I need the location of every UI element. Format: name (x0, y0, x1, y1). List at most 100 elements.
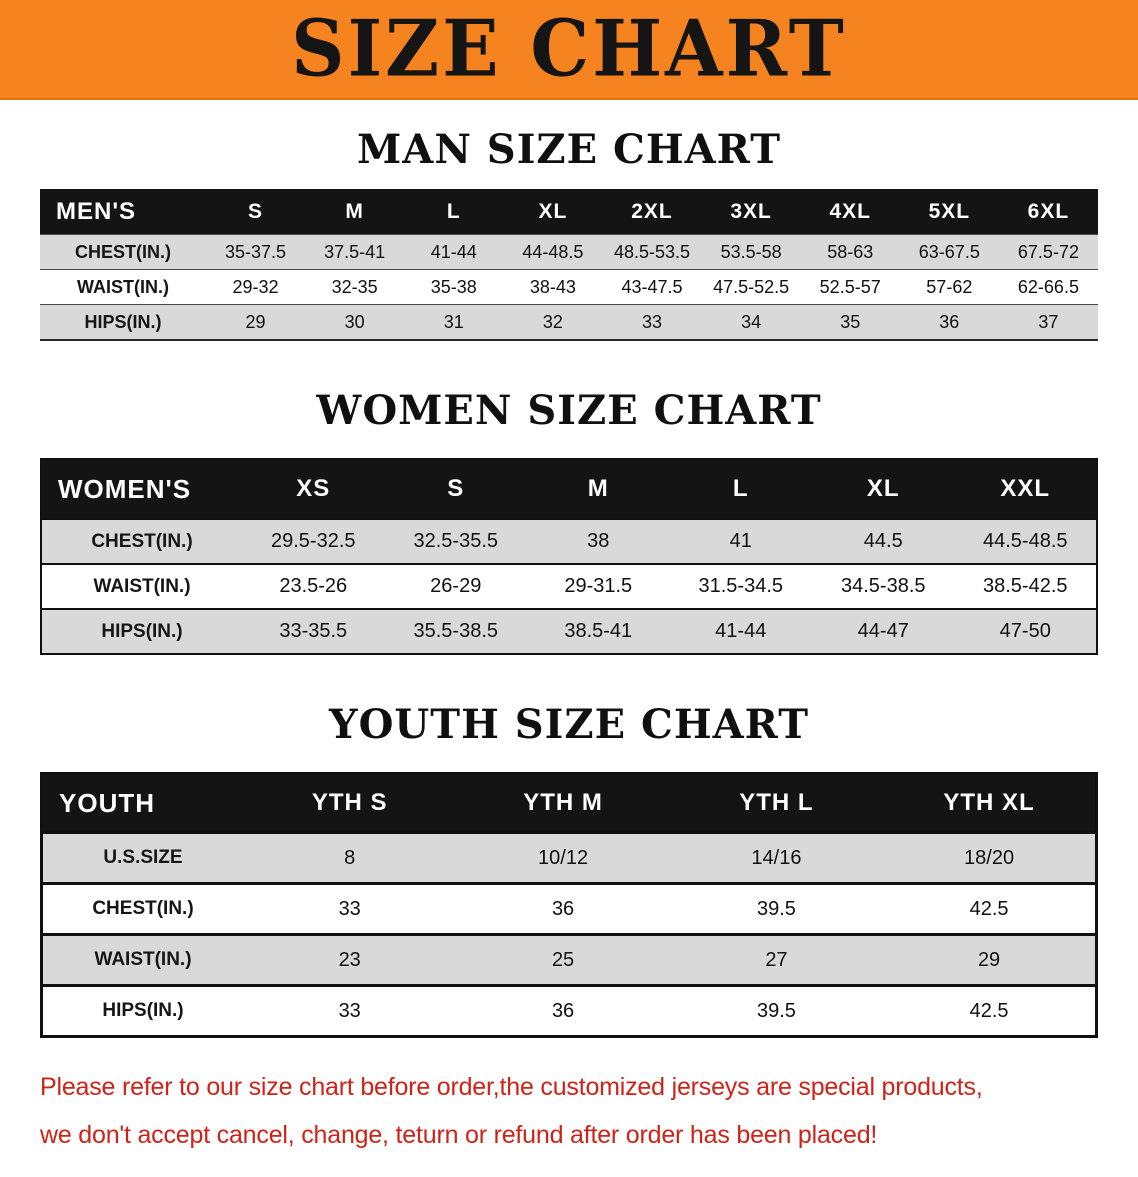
youth-size-table: YOUTH YTH S YTH M YTH L YTH XL U.S.SIZE 8 10/12… (40, 772, 1098, 1038)
size-value-cell: 36 (551, 897, 575, 920)
size-value-cell: 63-67.5 (918, 241, 980, 262)
size-column-header: YTH XL (883, 773, 1097, 833)
size-value-cell: 33 (338, 999, 361, 1022)
size-value-cell: 23 (338, 948, 361, 971)
measurement-row-label: WAIST(IN.) (93, 575, 191, 597)
size-column-header: L (669, 459, 812, 519)
size-value-cell: 57-62 (926, 276, 973, 297)
women-size-table: WOMEN'S XS S M L XL XXL CHEST(IN.) 29.5-32.5 32.5… (40, 458, 1098, 655)
size-value-cell: 33-35.5 (279, 620, 348, 642)
youth-section-heading: YOUTH SIZE CHART (329, 701, 809, 748)
size-column-header: S (384, 459, 527, 519)
measurement-row-label: WAIST(IN.) (94, 949, 192, 970)
size-column-header: YTH M (456, 773, 670, 833)
size-column-header: 6XL (998, 189, 1098, 235)
measurement-row-label: CHEST(IN.) (75, 241, 171, 262)
size-value-cell: 43-47.5 (621, 276, 683, 297)
size-value-cell: 29 (977, 948, 1001, 971)
size-value-cell: 23.5-26 (279, 575, 348, 597)
size-value-cell: 41 (729, 530, 752, 552)
size-value-cell: 35-38 (430, 276, 477, 297)
size-value-cell: 32 (542, 311, 563, 332)
size-value-cell: 36 (939, 311, 960, 332)
table-group-label: MEN'S (40, 189, 206, 235)
size-value-cell: 67.5-72 (1017, 241, 1079, 262)
size-value-cell: 26-29 (430, 575, 482, 597)
measurement-row-label: HIPS(IN.) (102, 1000, 184, 1021)
size-value-cell: 62-66.5 (1017, 276, 1079, 297)
banner-title: SIZE CHART (291, 3, 847, 95)
table-row: HIPS(IN.) 33-35.5 35.5-38.5 38.5-41 41-44 44-… (41, 609, 1097, 654)
table-header-row: YOUTH YTH S YTH M YTH L YTH XL (41, 773, 1097, 833)
measurement-row-label: HIPS(IN.) (101, 620, 183, 642)
size-value-cell: 25 (551, 948, 575, 971)
size-value-cell: 48.5-53.5 (613, 241, 691, 262)
size-column-header: 5XL (899, 189, 999, 235)
table-row: WAIST(IN.) 23.5-26 26-29 29-31.5 31.5-34.5 34… (41, 564, 1097, 609)
size-value-cell: 10/12 (538, 846, 589, 869)
size-value-cell: 39.5 (756, 897, 796, 920)
size-value-cell: 29.5-32.5 (270, 530, 356, 552)
size-value-cell: 14/16 (751, 846, 802, 869)
size-column-header: 3XL (701, 189, 801, 235)
size-value-cell: 42.5 (969, 897, 1009, 920)
table-row: HIPS(IN.) 33 36 39.5 42.5 (41, 985, 1097, 1037)
size-value-cell: 38-43 (529, 276, 576, 297)
size-value-cell: 44-48.5 (522, 241, 584, 262)
table-header-row: MEN'S S M L XL 2XL 3XL 4XL 5XL 6XL (40, 189, 1098, 235)
measurement-row-label: CHEST(IN.) (92, 898, 194, 919)
size-value-cell: 31.5-34.5 (698, 575, 783, 597)
men-size-table: MEN'S S M L XL 2XL 3XL 4XL 5XL 6XL CHEST(IN.) 35-37… (40, 189, 1098, 341)
table-row: CHEST(IN.) 29.5-32.5 32.5-35.5 38 41 44.5 44.5… (41, 519, 1097, 564)
size-column-header: YTH L (669, 773, 884, 833)
size-column-header: S (206, 189, 306, 235)
size-value-cell: 38 (587, 530, 610, 552)
size-value-cell: 29 (245, 311, 266, 332)
size-column-header: 4XL (800, 189, 900, 235)
table-row: CHEST(IN.) 33 36 39.5 42.5 (41, 883, 1097, 935)
size-value-cell: 58-63 (827, 241, 874, 262)
size-value-cell: 38.5-42.5 (982, 575, 1068, 597)
size-value-cell: 33 (338, 897, 361, 920)
size-value-cell: 31 (443, 311, 464, 332)
size-value-cell: 32.5-35.5 (413, 530, 498, 552)
disclaimer-line-2: we don't accept cancel, change, teturn o… (40, 1120, 878, 1149)
size-value-cell: 39.5 (756, 999, 796, 1022)
size-value-cell: 37 (1038, 311, 1059, 332)
women-section-heading: WOMEN SIZE CHART (316, 387, 822, 434)
table-group-label: WOMEN'S (41, 459, 242, 519)
disclaimer-line-1: Please refer to our size chart before or… (40, 1073, 983, 1101)
size-column-header: XL (503, 189, 603, 235)
size-value-cell: 33 (641, 311, 662, 332)
men-section-heading: MAN SIZE CHART (357, 126, 781, 173)
table-group-label: YOUTH (41, 773, 243, 833)
size-value-cell: 47-50 (999, 620, 1051, 642)
size-value-cell: 30 (344, 311, 365, 332)
size-value-cell: 8 (344, 846, 356, 869)
size-column-header: 2XL (602, 189, 702, 235)
table-row: HIPS(IN.) 29 30 31 32 33 34 35 36 37 (40, 304, 1098, 340)
table-row: WAIST(IN.) 23 25 27 29 (41, 934, 1097, 986)
size-value-cell: 29-32 (232, 276, 279, 297)
size-value-cell: 47.5-52.5 (713, 276, 790, 297)
size-column-header: M (305, 189, 405, 235)
disclaimer-text: Please refer to our size chart before or… (40, 1064, 1138, 1159)
size-value-cell: 34 (741, 311, 762, 332)
men-size-section: MAN SIZE CHART MEN'S S M L XL 2XL 3XL 4XL 5XL 6XL… (0, 126, 1138, 341)
size-column-header: YTH S (243, 773, 457, 833)
size-column-header: XXL (954, 459, 1097, 519)
size-value-cell: 18/20 (964, 846, 1015, 869)
size-value-cell: 34.5-38.5 (840, 575, 926, 597)
size-column-header: XS (242, 459, 385, 519)
youth-size-section: YOUTH SIZE CHART YOUTH YTH S YTH M YTH L YTH… (0, 701, 1138, 1038)
size-value-cell: 35.5-38.5 (413, 620, 498, 642)
size-value-cell: 44-47 (857, 620, 909, 642)
table-row: CHEST(IN.) 35-37.5 37.5-41 41-44 44-48.5 48.5… (40, 234, 1098, 270)
size-chart-banner: SIZE CHART (0, 0, 1138, 100)
size-column-header: XL (812, 459, 955, 519)
size-value-cell: 44.5-48.5 (982, 530, 1068, 552)
size-value-cell: 44.5 (863, 530, 903, 552)
measurement-row-label: CHEST(IN.) (91, 530, 193, 552)
size-column-header: M (527, 459, 670, 519)
